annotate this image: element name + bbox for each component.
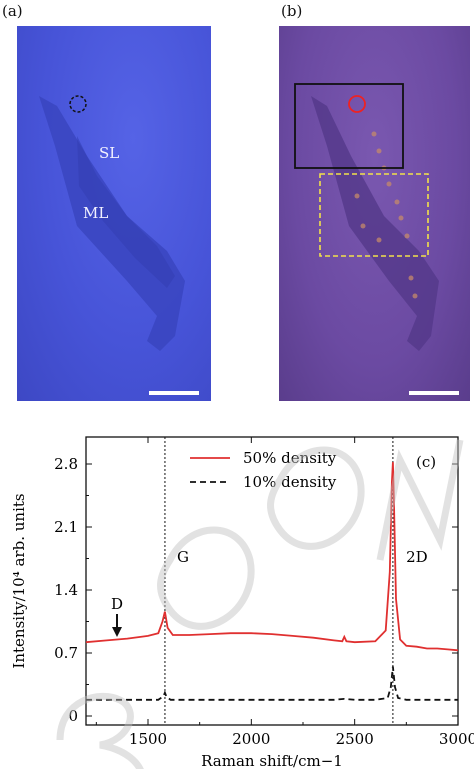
scale-bar-b: [409, 391, 459, 395]
multi-layer-label: ML: [83, 204, 109, 222]
legend-label: 50% density: [243, 449, 337, 467]
measurement-spot-circle: [69, 95, 87, 113]
y-tick-label: 2.1: [54, 518, 78, 536]
y-tick-label: 2.8: [54, 455, 78, 473]
y-axis-label: Intensity/10⁴ arb. units: [10, 493, 28, 668]
micrograph-a: SL ML: [17, 26, 211, 401]
x-tick-label: 2500: [336, 730, 374, 748]
dashed-region-box: [319, 173, 429, 257]
legend-label: 10% density: [243, 473, 337, 491]
series-line-1: [85, 462, 459, 652]
panel-a-label: (a): [2, 2, 23, 20]
d-peak-arrow-head: [112, 627, 122, 637]
micrograph-b: [279, 26, 470, 401]
scale-bar-a: [149, 391, 199, 395]
y-tick-label: 0.7: [54, 644, 78, 662]
panel-c-label: (c): [416, 453, 436, 471]
plot-frame: [85, 436, 459, 726]
y-tick-label: 1.4: [54, 581, 78, 599]
series-line-2: [86, 666, 458, 701]
solid-region-box: [294, 83, 404, 169]
flake-a-drawing: [39, 95, 199, 395]
x-tick-label: 2000: [232, 730, 270, 748]
raman-spectrum-chart: 0 0.7 1.4 2.1 2.8 1500 2000 2500 3000 Raman shift…: [10, 436, 474, 769]
x-tick-label: 3000: [439, 730, 474, 748]
x-tick-label: 1500: [129, 730, 167, 748]
panel-b-label: (b): [281, 2, 303, 20]
laser-spots: [354, 131, 418, 299]
peak-label: D: [111, 595, 123, 613]
peak-label: 2D: [406, 548, 428, 566]
x-axis-label: Raman shift/cm−1: [201, 752, 343, 769]
y-tick-label: 0: [68, 707, 78, 725]
laser-spot-highlight-circle: [348, 95, 366, 113]
flake-b-drawing: [294, 83, 459, 395]
single-layer-label: SL: [99, 144, 120, 162]
peak-label: G: [177, 548, 189, 566]
